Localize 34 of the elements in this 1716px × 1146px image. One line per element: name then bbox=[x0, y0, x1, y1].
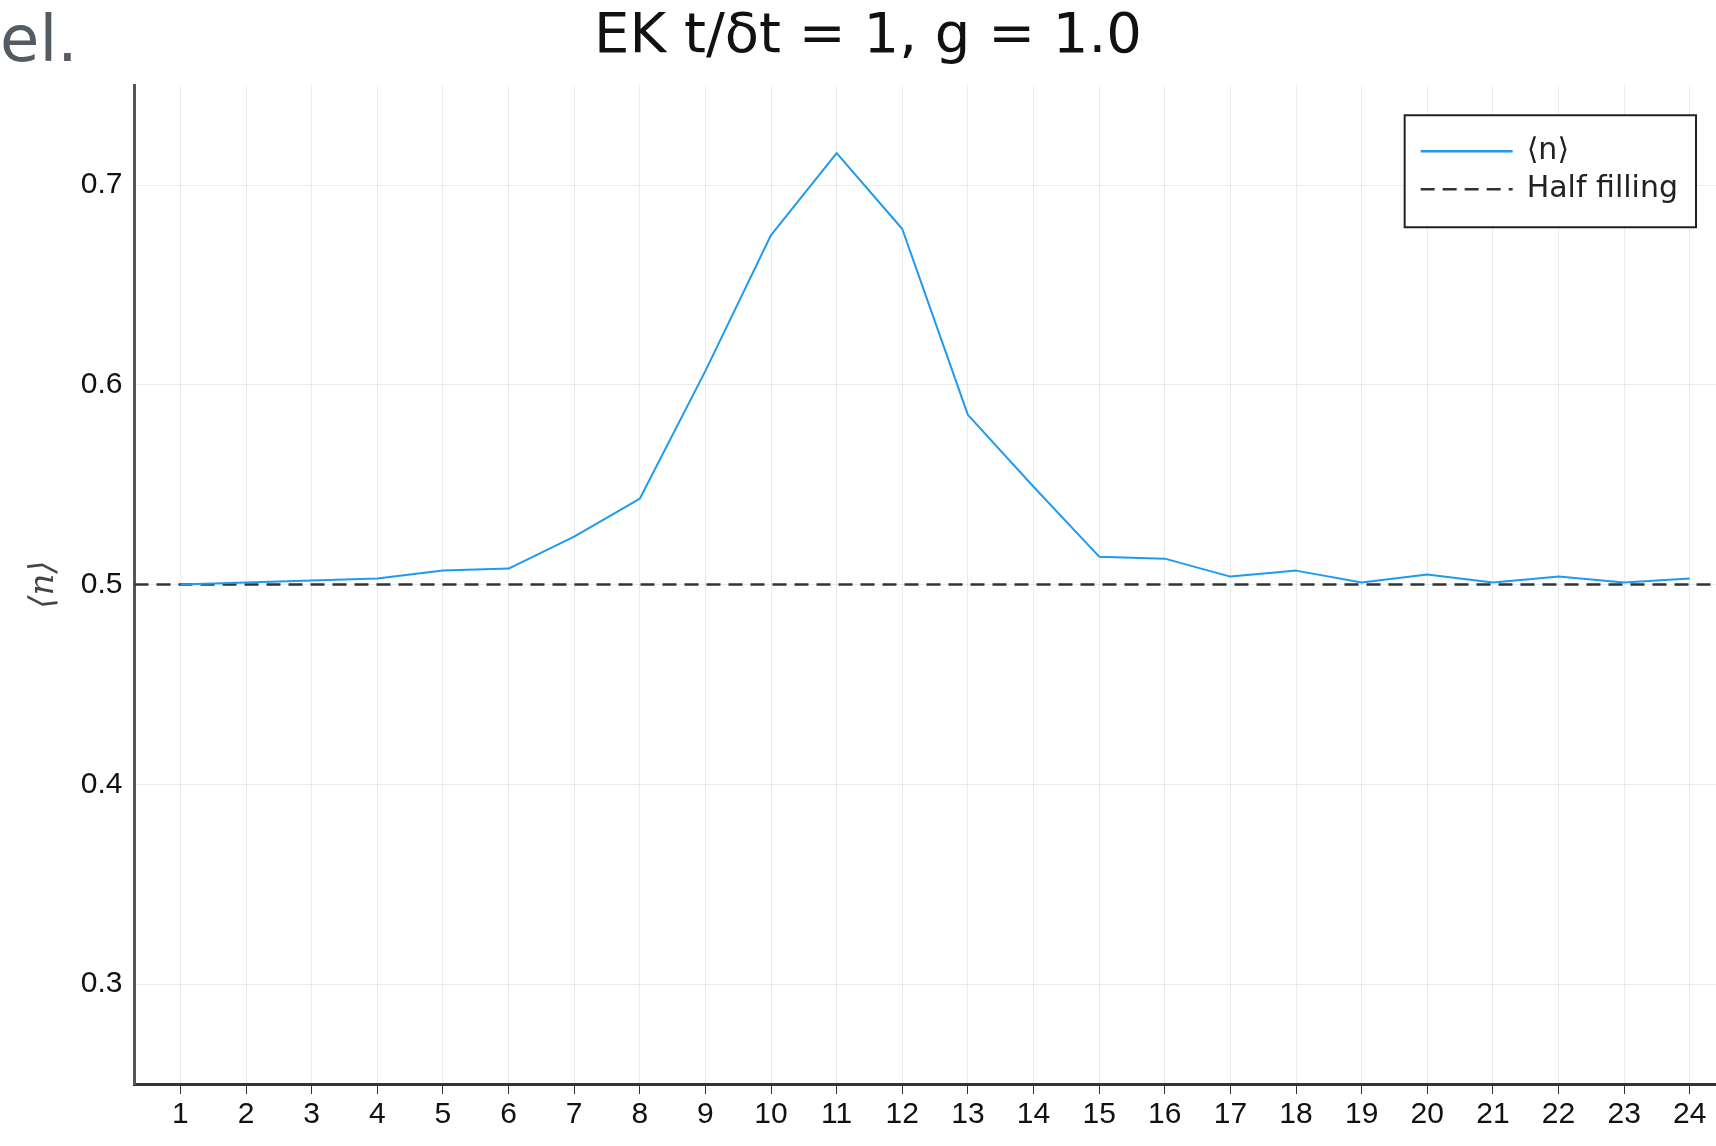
x-tick-label: 4 bbox=[368, 1096, 386, 1130]
x-tick-label: 23 bbox=[1607, 1096, 1641, 1130]
x-tick-label: 19 bbox=[1344, 1096, 1379, 1130]
y-axis-title: ⟨n⟩ bbox=[21, 560, 62, 609]
x-tick-label: 2 bbox=[237, 1096, 255, 1130]
x-tick-label: 8 bbox=[631, 1096, 649, 1130]
x-tick-label: 21 bbox=[1476, 1096, 1510, 1130]
y-tick-label: 0.5 bbox=[80, 565, 123, 599]
x-tick-label: 6 bbox=[500, 1096, 517, 1130]
text: el. bbox=[0, 2, 78, 76]
y-tick-label: 0.6 bbox=[80, 366, 123, 400]
x-tick-label: 13 bbox=[951, 1096, 985, 1130]
x-tick-label: 7 bbox=[565, 1096, 583, 1130]
legend-label: ⟨n⟩ bbox=[1526, 131, 1570, 166]
x-tick-label: 20 bbox=[1410, 1096, 1444, 1130]
legend-label: Half filling bbox=[1526, 169, 1679, 204]
x-tick-label: 22 bbox=[1541, 1096, 1576, 1130]
chart-title: EK t/δt = 1, g = 1.0 bbox=[594, 0, 1142, 66]
y-tick-label: 0.7 bbox=[80, 166, 123, 200]
x-tick-label: 17 bbox=[1213, 1096, 1248, 1130]
x-tick-label: 1 bbox=[172, 1096, 189, 1130]
x-tick-label: 10 bbox=[754, 1096, 788, 1130]
y-tick-label: 0.3 bbox=[80, 965, 123, 999]
x-tick-label: 18 bbox=[1279, 1096, 1313, 1130]
x-tick-label: 15 bbox=[1082, 1096, 1116, 1130]
x-tick-label: 5 bbox=[434, 1096, 452, 1130]
x-tick-label: 12 bbox=[885, 1096, 919, 1130]
x-tick-label: 16 bbox=[1148, 1096, 1182, 1130]
x-tick-label: 14 bbox=[1016, 1096, 1051, 1130]
x-tick-label: 24 bbox=[1673, 1096, 1707, 1130]
y-tick-label: 0.4 bbox=[80, 765, 123, 799]
x-tick-label: 3 bbox=[303, 1096, 321, 1130]
x-tick-label: 9 bbox=[697, 1096, 714, 1130]
x-tick-label: 11 bbox=[821, 1096, 853, 1130]
